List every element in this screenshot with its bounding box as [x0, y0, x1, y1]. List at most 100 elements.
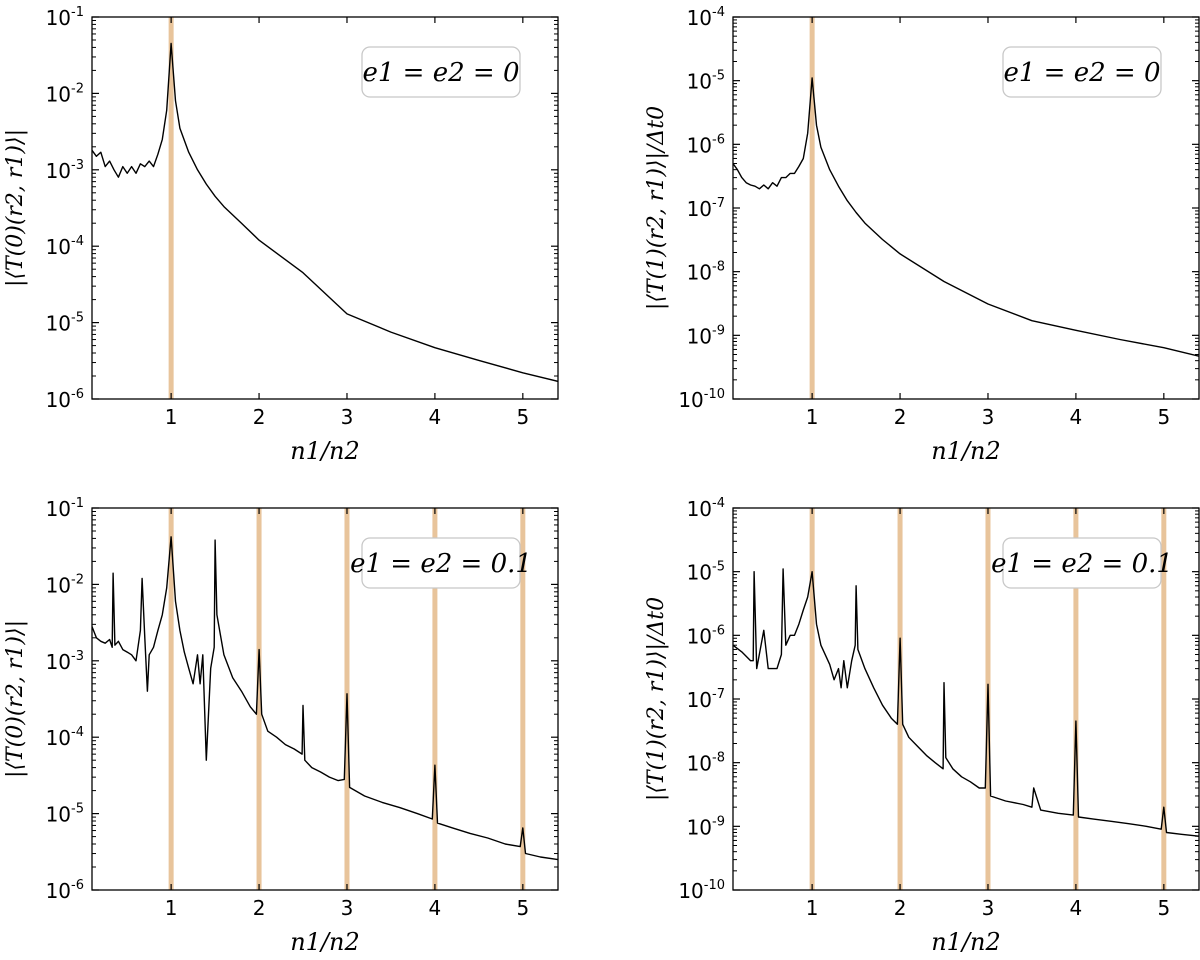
series-torque — [92, 42, 558, 383]
y-tick-base: 10 — [687, 6, 712, 30]
y-tick-exponent: -2 — [71, 572, 84, 587]
y-tick-label: 10-1 — [46, 5, 84, 30]
y-tick-exponent: -9 — [712, 814, 725, 829]
y-tick-base: 10 — [46, 803, 71, 827]
panel-top-left: 1 2 3 4 510-610-510-410-310-210-1e1 = e2 = 0… — [3, 5, 559, 465]
y-tick-exponent: -4 — [71, 234, 84, 249]
legend-label: e1 = e2 = 0 — [362, 58, 519, 88]
y-tick-label: 10-2 — [46, 81, 84, 106]
y-tick-exponent: -4 — [712, 5, 725, 20]
y-tick-label: 10-6 — [687, 623, 725, 648]
y-tick-label: 10-5 — [46, 311, 84, 336]
x-tick-label: 2 — [253, 405, 266, 429]
y-tick-base: 10 — [46, 650, 71, 674]
y-tick-base: 10 — [687, 752, 712, 776]
y-tick-exponent: -5 — [71, 311, 84, 326]
series-torque — [92, 536, 558, 861]
y-tick-exponent: -2 — [71, 81, 84, 96]
x-tick-label: 1 — [165, 405, 178, 429]
y-tick-exponent: -5 — [712, 69, 725, 84]
x-tick-label: 2 — [894, 405, 907, 429]
y-tick-base: 10 — [46, 726, 71, 750]
y-tick-label: 10-5 — [46, 802, 84, 827]
x-tick-label: 5 — [516, 405, 529, 429]
y-tick-base: 10 — [687, 561, 712, 585]
y-tick-label: 10-8 — [687, 260, 725, 285]
y-tick-exponent: -6 — [71, 387, 84, 402]
y-axis-label: |⟨T(0)(r2, r1)⟩| — [3, 620, 28, 778]
legend-label: e1 = e2 = 0 — [1003, 58, 1160, 88]
y-tick-exponent: -1 — [71, 5, 84, 20]
y-tick-base: 10 — [46, 879, 71, 903]
y-tick-label: 10-7 — [687, 196, 725, 221]
y-tick-exponent: -3 — [71, 649, 84, 664]
y-tick-base: 10 — [687, 497, 712, 521]
y-tick-exponent: -6 — [712, 132, 725, 147]
legend-box — [1002, 537, 1162, 589]
y-tick-exponent: -4 — [712, 496, 725, 511]
y-tick-base: 10 — [46, 497, 71, 521]
x-axis-label: n1/n2 — [931, 437, 1001, 465]
y-tick-label: 10-10 — [678, 387, 725, 412]
y-tick-label: 10-4 — [46, 234, 84, 259]
y-tick-exponent: -8 — [712, 260, 725, 275]
y-tick-label: 10-4 — [46, 725, 84, 750]
y-tick-label: 10-9 — [687, 323, 725, 348]
y-tick-exponent: -9 — [712, 323, 725, 338]
plot-frame — [91, 16, 559, 400]
y-axis-label: |⟨T(1)(r2, r1)⟩|/Δt0 — [644, 106, 669, 310]
y-tick-exponent: -5 — [71, 802, 84, 817]
legend-box — [361, 46, 521, 98]
y-axis-label: |⟨T(0)(r2, r1)⟩| — [3, 129, 28, 287]
x-tick-label: 1 — [806, 405, 819, 429]
y-tick-base: 10 — [687, 133, 712, 157]
y-tick-label: 10-5 — [687, 69, 725, 94]
y-axis-label: |⟨T(1)(r2, r1)⟩|/Δt0 — [644, 597, 669, 801]
x-tick-label: 3 — [341, 896, 354, 920]
y-tick-exponent: -6 — [712, 623, 725, 638]
panel-bottom-left: 1 2 3 4 510-610-510-410-310-210-1e1 = e2 = 0… — [3, 496, 559, 956]
x-tick-label: 2 — [894, 896, 907, 920]
x-tick-label: 1 — [806, 896, 819, 920]
y-tick-base: 10 — [687, 688, 712, 712]
x-tick-label: 4 — [1070, 896, 1083, 920]
y-tick-label: 10-6 — [687, 132, 725, 157]
y-tick-base: 10 — [678, 879, 703, 903]
y-tick-label: 10-8 — [687, 751, 725, 776]
y-tick-label: 10-10 — [678, 878, 725, 903]
y-tick-label: 10-6 — [46, 387, 84, 412]
legend-label: e1 = e2 = 0.1 — [350, 549, 532, 579]
x-tick-label: 5 — [1157, 405, 1170, 429]
y-tick-base: 10 — [46, 159, 71, 183]
x-tick-label: 5 — [1157, 896, 1170, 920]
plot-frame — [91, 507, 559, 891]
y-tick-exponent: -8 — [712, 751, 725, 766]
x-tick-label: 3 — [982, 896, 995, 920]
legend-label: e1 = e2 = 0.1 — [991, 549, 1173, 579]
y-tick-base: 10 — [46, 388, 71, 412]
y-tick-base: 10 — [687, 197, 712, 221]
y-tick-base: 10 — [687, 70, 712, 94]
y-tick-base: 10 — [687, 324, 712, 348]
y-tick-base: 10 — [678, 388, 703, 412]
y-tick-exponent: -3 — [71, 158, 84, 173]
x-tick-label: 4 — [429, 896, 442, 920]
x-tick-label: 3 — [341, 405, 354, 429]
y-tick-exponent: -7 — [712, 687, 725, 702]
y-tick-base: 10 — [46, 82, 71, 106]
x-axis-label: n1/n2 — [931, 928, 1001, 956]
legend-box — [1002, 46, 1162, 98]
x-tick-label: 4 — [429, 405, 442, 429]
y-tick-exponent: -7 — [712, 196, 725, 211]
y-tick-label: 10-2 — [46, 572, 84, 597]
y-tick-label: 10-7 — [687, 687, 725, 712]
y-tick-label: 10-9 — [687, 814, 725, 839]
y-tick-label: 10-1 — [46, 496, 84, 521]
series-torque — [733, 77, 1199, 357]
y-tick-base: 10 — [46, 312, 71, 336]
x-axis-label: n1/n2 — [290, 928, 360, 956]
y-tick-label: 10-6 — [46, 878, 84, 903]
y-tick-base: 10 — [687, 624, 712, 648]
